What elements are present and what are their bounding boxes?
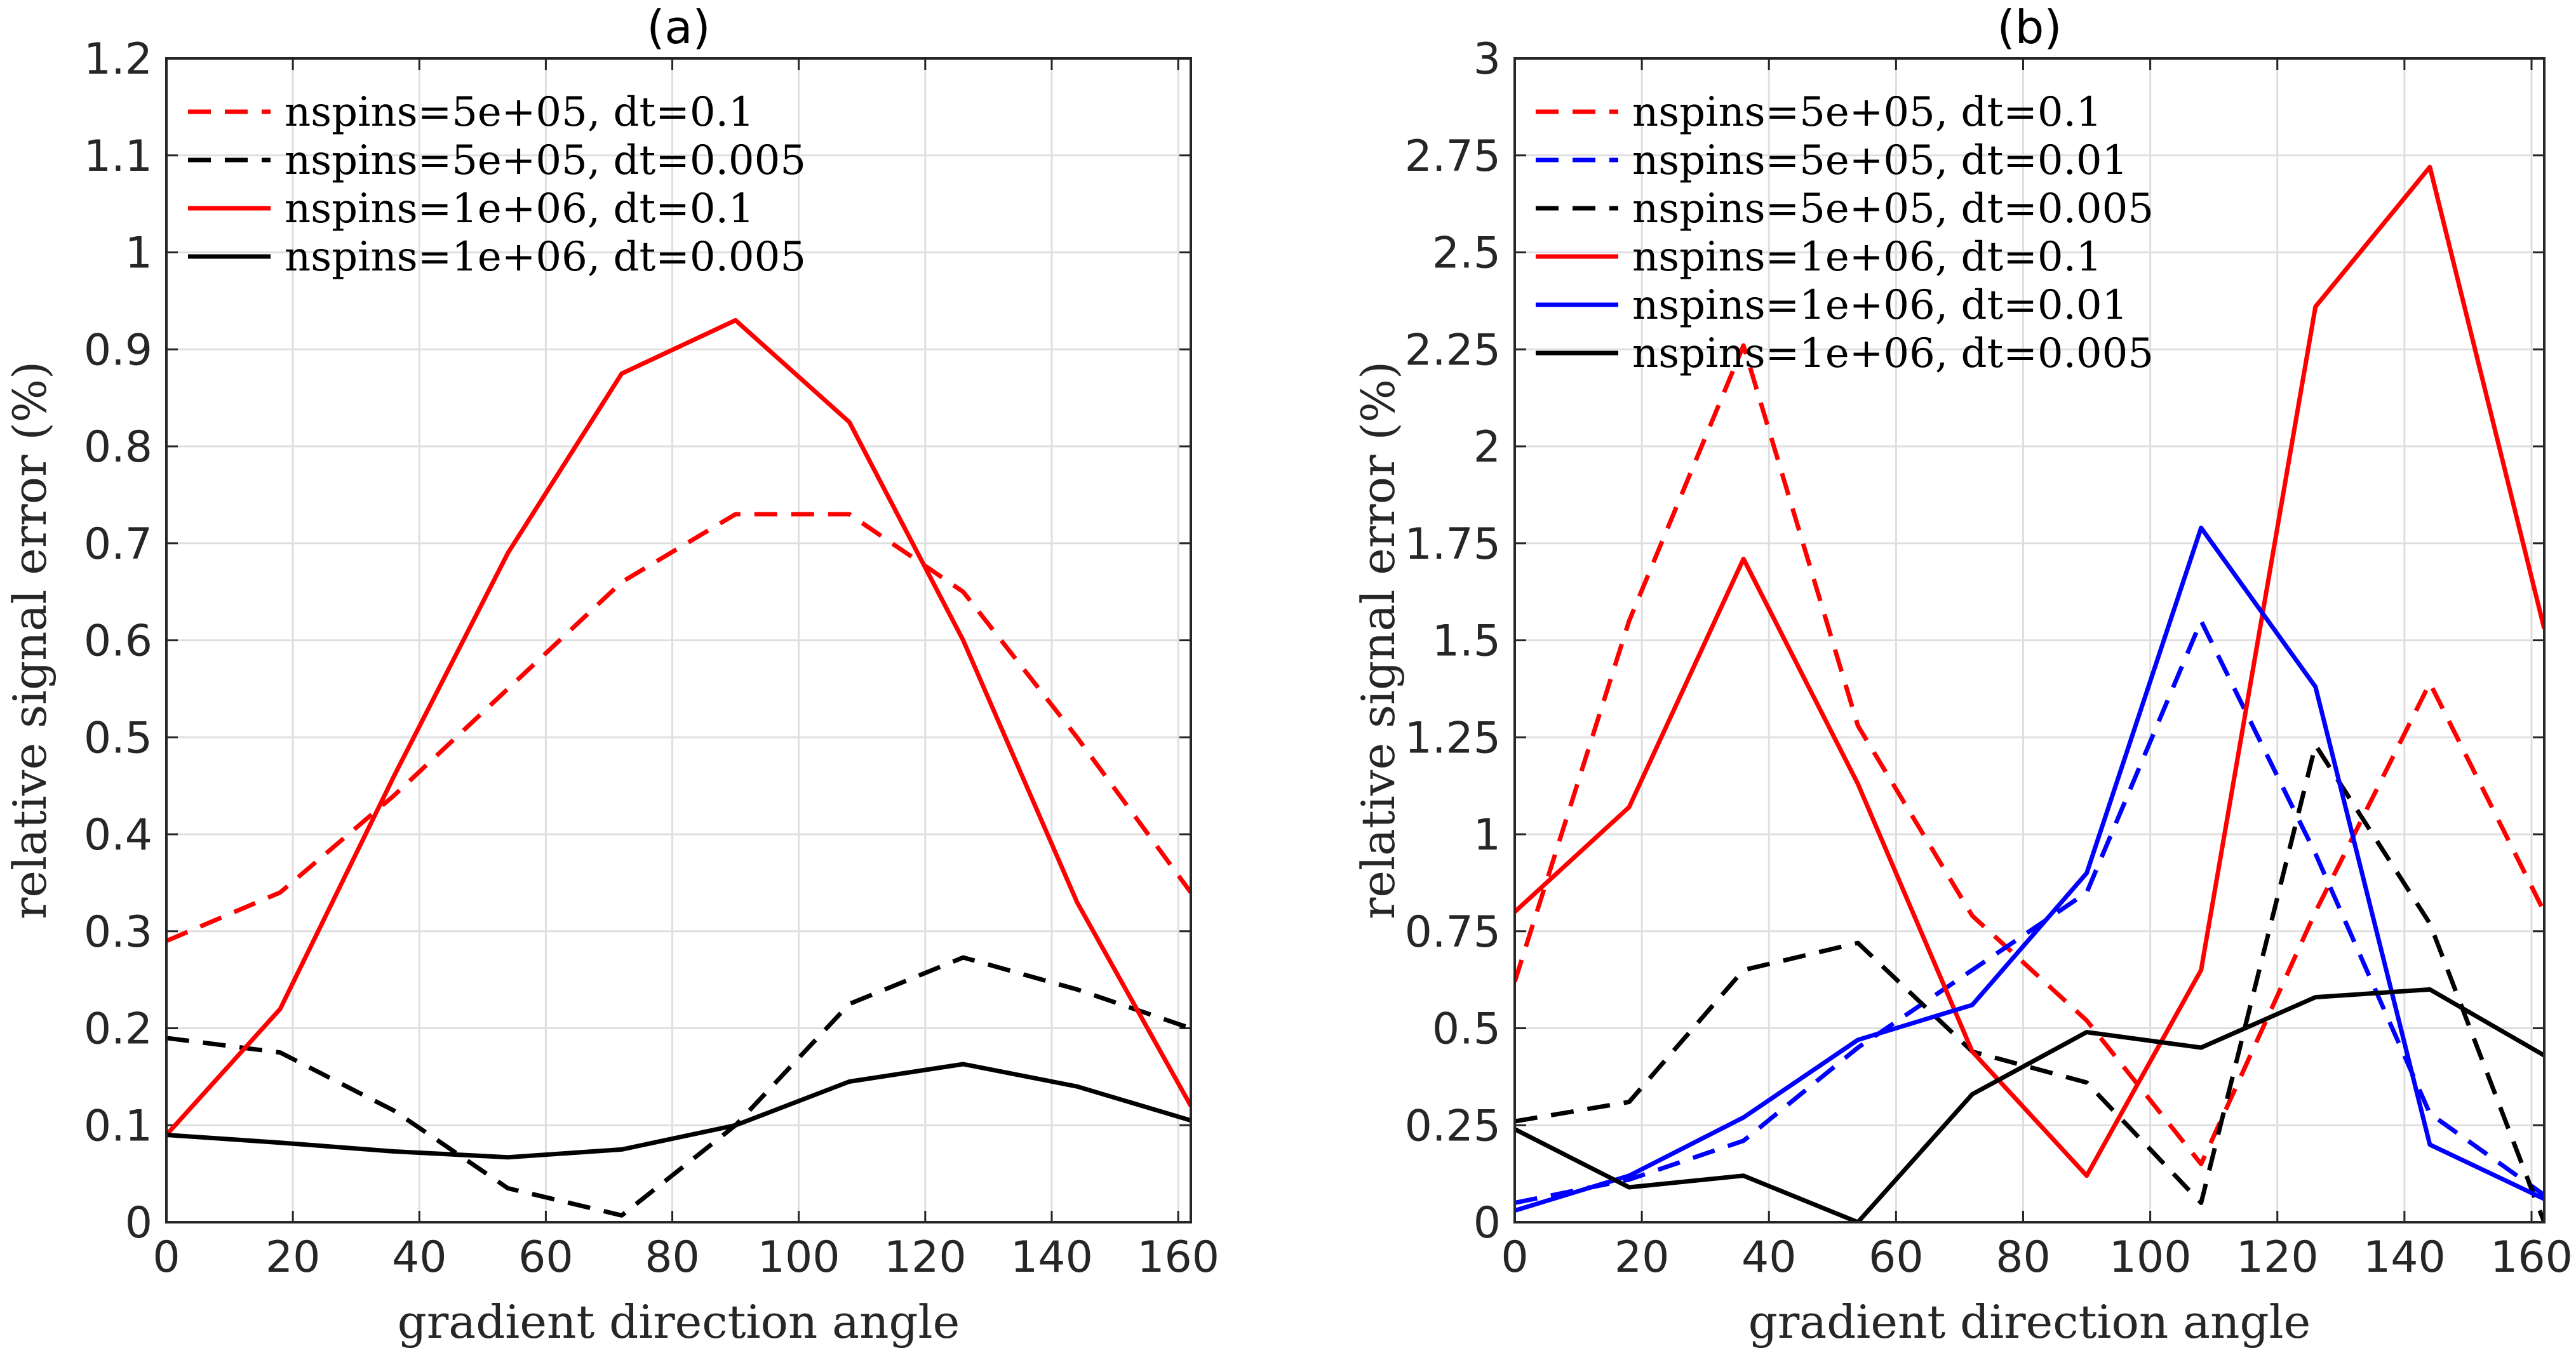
y-tick-label: 0.9: [84, 325, 152, 375]
x-tick-label: 20: [265, 1232, 321, 1283]
panel-b: 0 20 40 60 80 100 120 140 160 0 0.25 0.5 0.75 1 1.25 1.…: [1352, 1, 2573, 1349]
y-tick-label: 0.75: [1405, 907, 1501, 957]
axes-box: [165, 57, 1192, 1223]
y-axis-label: relative signal error (%): [1352, 361, 1405, 919]
legend-label: nspins=1e+06, dt=0.1: [285, 185, 755, 232]
x-tick-label: 0: [1501, 1232, 1528, 1283]
series-line-3: [166, 317, 1191, 1137]
y-tick-label: 1.25: [1405, 713, 1501, 763]
legend-label: nspins=1e+06, dt=0.01: [1632, 282, 2128, 329]
x-tick-label: 120: [2236, 1232, 2319, 1283]
y-tick-label: 0.5: [84, 713, 152, 763]
legend-label: nspins=1e+06, dt=0.1: [1632, 234, 2102, 281]
legend-label: nspins=5e+05, dt=0.005: [285, 137, 806, 184]
y-tick-label: 2.25: [1405, 325, 1501, 375]
y-tick-label: 2: [1473, 422, 1501, 472]
x-tick-label: 140: [1010, 1232, 1093, 1283]
x-tick-label: 20: [1614, 1232, 1670, 1283]
x-tick-label: 160: [1137, 1232, 1219, 1283]
y-tick-label: 1.75: [1405, 519, 1501, 570]
y-tick-label: 2.75: [1405, 131, 1501, 182]
axes-box: [1513, 57, 2546, 1223]
y-tick-label: 1: [1473, 810, 1501, 860]
series-line-4: [166, 1062, 1191, 1160]
y-tick-label: 1: [125, 229, 152, 279]
series-line-2: [166, 955, 1191, 1218]
x-axis-label: gradient direction angle: [1748, 1295, 2311, 1349]
legend-label: nspins=1e+06, dt=0.005: [285, 234, 806, 281]
series-line-4: [1515, 164, 2544, 1178]
y-tick-label: 0.4: [84, 810, 152, 860]
series-line-6: [1515, 987, 2544, 1222]
y-tick-label: 1.1: [84, 131, 152, 182]
x-tick-label: 60: [1868, 1232, 1924, 1283]
legend-label: nspins=5e+05, dt=0.01: [1632, 137, 2128, 184]
x-tick-label: 100: [2109, 1232, 2192, 1283]
y-tick-label: 3: [1473, 34, 1501, 84]
legend-label: nspins=1e+06, dt=0.005: [1632, 330, 2154, 377]
y-tick-label: 0: [125, 1198, 152, 1248]
x-tick-label: 100: [758, 1232, 840, 1283]
legend-label: nspins=5e+05, dt=0.005: [1632, 185, 2154, 232]
y-tick-label: 0: [1473, 1198, 1501, 1248]
y-tick-label: 0.7: [84, 519, 152, 570]
y-tick-label: 0.6: [84, 617, 152, 667]
x-tick-label: 120: [884, 1232, 967, 1283]
y-axis-label: relative signal error (%): [3, 361, 57, 919]
series-line-1: [1515, 343, 2544, 1166]
y-tick-label: 0.1: [84, 1101, 152, 1151]
legend-label: nspins=5e+05, dt=0.1: [285, 89, 755, 136]
chart-title: (a): [647, 1, 710, 54]
y-tick-label: 0.8: [84, 422, 152, 472]
x-tick-label: 40: [1741, 1232, 1797, 1283]
x-tick-label: 80: [1996, 1232, 2051, 1283]
y-tick-label: 1.5: [1432, 617, 1501, 667]
y-tick-label: 0.2: [84, 1004, 152, 1055]
chart-title: (b): [1997, 1, 2062, 54]
y-tick-label: 0.25: [1405, 1101, 1501, 1151]
series-line-3: [1515, 743, 2544, 1222]
series-line-1: [166, 512, 1191, 943]
x-tick-label: 140: [2363, 1232, 2446, 1283]
x-tick-label: 0: [152, 1232, 180, 1283]
x-tick-label: 160: [2490, 1232, 2573, 1283]
x-axis-label: gradient direction angle: [398, 1295, 960, 1349]
x-tick-label: 40: [392, 1232, 447, 1283]
x-tick-label: 60: [518, 1232, 574, 1283]
y-tick-label: 2.5: [1432, 229, 1501, 279]
y-tick-label: 0.5: [1432, 1004, 1501, 1055]
series-line-5: [1515, 525, 2544, 1213]
y-tick-label: 1.2: [84, 34, 152, 84]
x-tick-label: 80: [645, 1232, 700, 1283]
legend-label: nspins=5e+05, dt=0.1: [1632, 89, 2102, 136]
y-tick-label: 0.3: [84, 907, 152, 957]
panel-a: 0 20 40 60 80 100 120 140 160 0 0.1 0.2 0.3 0.4 0.5 0.6…: [3, 1, 1219, 1349]
series-line-2: [1515, 618, 2544, 1205]
